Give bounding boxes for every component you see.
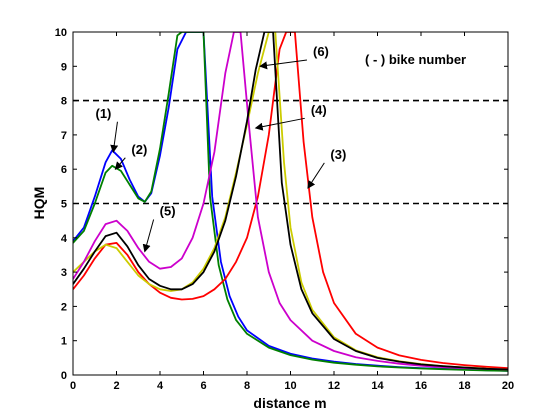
series-line-5 — [73, 32, 508, 371]
y-tick-label: 1 — [61, 336, 67, 348]
x-tick-label: 14 — [371, 380, 384, 392]
y-tick-label: 8 — [61, 96, 67, 108]
series-annotations: (1) (2) (3) (4) (5) (6) — [96, 44, 346, 253]
series-line-3 — [73, 32, 508, 369]
annotation-label: (4) — [311, 102, 327, 117]
x-tick-label: 8 — [244, 380, 250, 392]
annotation-arrow — [114, 157, 126, 170]
y-axis-label: HQM — [31, 187, 47, 220]
y-tick-label: 10 — [55, 27, 67, 39]
y-tick-label: 2 — [61, 301, 67, 313]
x-tick-label: 16 — [415, 380, 427, 392]
legend-note: ( - ) bike number — [365, 52, 466, 67]
annotation-label: (3) — [330, 147, 346, 162]
data-series — [73, 32, 508, 372]
x-tick-label: 18 — [458, 380, 470, 392]
y-tick-label: 7 — [61, 130, 67, 142]
annotation-arrow — [142, 219, 155, 253]
y-tick-label: 3 — [61, 267, 67, 279]
y-tick-label: 5 — [61, 199, 67, 211]
annotation-label: (1) — [96, 106, 112, 121]
x-tick-label: 2 — [113, 380, 119, 392]
series-line-2 — [73, 32, 508, 372]
annotation-arrow — [110, 121, 119, 154]
annotation-label: (2) — [131, 142, 147, 157]
y-tick-label: 9 — [61, 61, 67, 73]
threshold-lines — [73, 99, 508, 205]
x-tick-label: 6 — [200, 380, 206, 392]
annotation-label: (5) — [160, 204, 176, 219]
annotation-arrow — [259, 59, 308, 70]
x-tick-label: 20 — [502, 380, 514, 392]
y-tick-label: 6 — [61, 164, 67, 176]
annotation-arrow — [254, 117, 305, 131]
x-tick-label: 4 — [157, 380, 164, 392]
y-tick-label: 4 — [61, 233, 68, 245]
x-tick-label: 12 — [328, 380, 340, 392]
series-line-6 — [73, 32, 508, 371]
annotation-label: (6) — [313, 44, 329, 59]
x-tick-label: 10 — [284, 380, 296, 392]
y-tick-label: 0 — [61, 370, 67, 382]
annotation-arrow — [307, 162, 325, 189]
x-axis-label: distance m — [253, 395, 326, 411]
x-tick-label: 0 — [70, 380, 76, 392]
